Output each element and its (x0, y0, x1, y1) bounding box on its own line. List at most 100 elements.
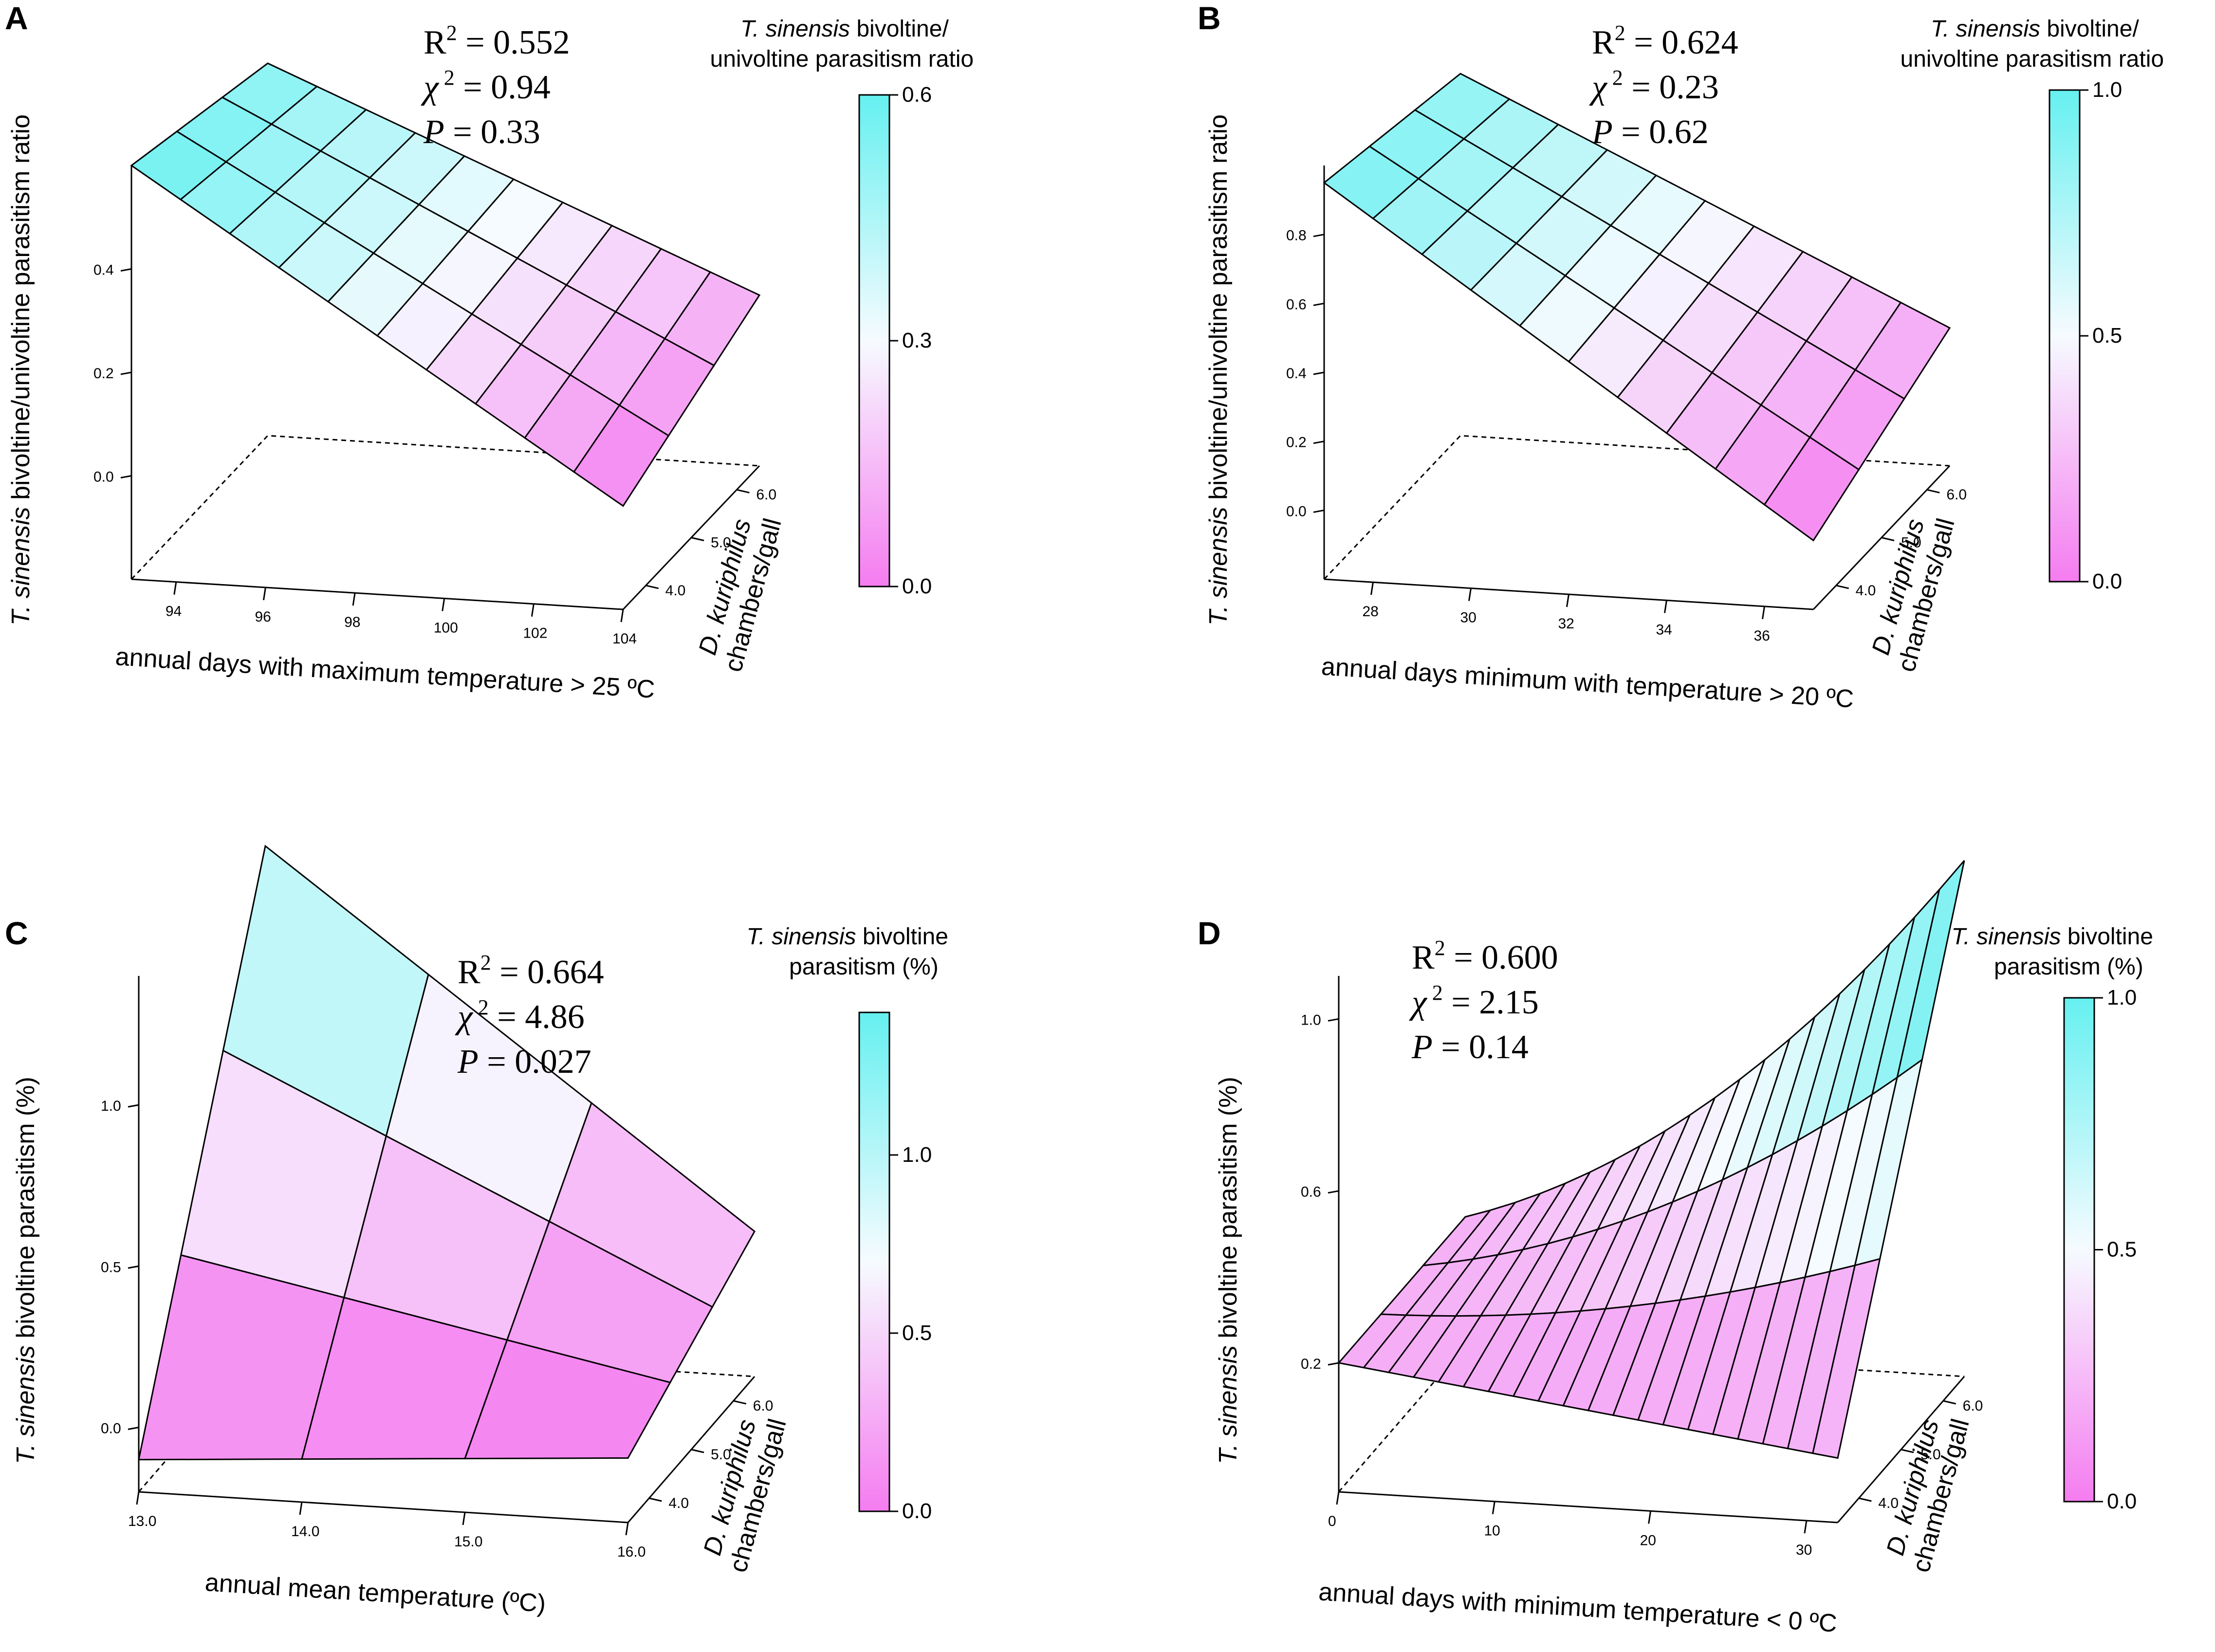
z-tick (1836, 585, 1849, 589)
z-tick-label: 5.0 (711, 1447, 731, 1463)
y-axis-label: T. sinensis bivoltine parasitism (%) (1214, 1077, 1242, 1464)
colorbar-tick-label: 1.0 (902, 1143, 932, 1167)
p-stat: P = 0.62 (1591, 113, 1709, 151)
x-tick-label: 100 (434, 620, 458, 636)
colorbar-tick-label: 0.0 (902, 574, 932, 598)
y-tick-label: 1.0 (101, 1098, 121, 1114)
z-tick (733, 1400, 747, 1405)
z-tick-label: 6.0 (1963, 1398, 1983, 1414)
surface (138, 844, 756, 1461)
x-tick (1492, 1501, 1495, 1514)
x-tick-label: 98 (344, 614, 360, 630)
z-tick-label: 6.0 (756, 487, 776, 503)
colorbar: 0.0 0.5 1.0 T. sinensis bivoltine/univoltin… (1901, 16, 2164, 593)
x-tick-label: 34 (1656, 622, 1672, 638)
floor-back-edge (1323, 435, 1950, 580)
y-tick-label: 0.2 (1286, 435, 1307, 451)
surface-facet (1763, 436, 1860, 542)
surface (1337, 860, 1965, 1459)
x-tick-label: 14.0 (291, 1524, 319, 1540)
colorbar-gradient (2049, 89, 2081, 583)
p-stat: P = 0.027 (457, 1043, 591, 1081)
z-tick (1901, 1449, 1914, 1453)
z-tick-label: 6.0 (1946, 487, 1967, 503)
y-tick-label: 0.0 (101, 1421, 121, 1437)
x-tick (625, 1522, 629, 1536)
y-tick (1328, 1362, 1339, 1366)
x-tick (531, 604, 535, 617)
y-tick (1313, 302, 1325, 306)
x-tick (352, 592, 356, 606)
x-axis-line (138, 1491, 628, 1524)
y-tick (120, 475, 132, 478)
p-stat: P = 0.33 (423, 113, 540, 151)
stats: R2 = 0.624 χ 2 = 0.23 P = 0.62 (1589, 21, 1738, 151)
y-tick-label: 0.4 (1286, 366, 1307, 382)
r2-stat: R2 = 0.552 (424, 21, 570, 61)
y-tick (128, 1265, 139, 1269)
colorbar: 0.0 0.5 1.0 T. sinensis bivoltine parasitism… (1952, 924, 2153, 1513)
z-tick (1926, 489, 1940, 494)
x-tick (442, 598, 445, 611)
y-tick (128, 1427, 139, 1430)
panel-a: A 0.0 0.2 0.4 94 96 98 100 102 104 4.0 5.0 6.0 R2 = 0… (5, 0, 974, 704)
x-tick-label: 96 (255, 609, 271, 625)
colorbar-title: univoltine parasitism ratio (1901, 46, 2164, 72)
surface (1323, 73, 1951, 542)
y-axis-label: T. sinensis bivoltine/univoltine parasit… (1204, 114, 1233, 625)
x-tick (136, 1491, 140, 1505)
colorbar-tick-label: 0.0 (2092, 569, 2122, 593)
stats: R2 = 0.552 χ 2 = 0.94 P = 0.33 (421, 21, 570, 151)
x-axis-line (1338, 1491, 1838, 1524)
panel-label: C (5, 915, 28, 951)
panel-c: C 0.0 0.5 1.0 13.0 14.0 15.0 16.0 4.0 5.0 6.0 R2 = … (5, 844, 948, 1618)
z-tick-label: 4.0 (665, 583, 686, 599)
x-tick-label: 94 (166, 604, 182, 620)
colorbar-tick-label: 0.3 (902, 329, 932, 352)
z-tick-label: 4.0 (668, 1495, 689, 1511)
y-tick (120, 268, 132, 272)
r2-stat: R2 = 0.664 (458, 951, 604, 991)
p-stat: P = 0.14 (1411, 1028, 1529, 1066)
z-tick (648, 1497, 662, 1502)
y-tick-label: 0.0 (1286, 503, 1307, 519)
x-tick (173, 582, 177, 595)
colorbar-title: univoltine parasitism ratio (710, 46, 974, 72)
x-tick (1468, 588, 1472, 601)
y-tick-label: 0.8 (1286, 228, 1307, 244)
x-tick-label: 32 (1558, 616, 1574, 632)
x-tick-label: 0 (1328, 1513, 1336, 1529)
x-tick-label: 36 (1754, 628, 1770, 644)
x-tick-label: 10 (1484, 1523, 1500, 1539)
x-tick (620, 609, 624, 623)
x-tick-label: 30 (1460, 610, 1477, 626)
r2-stat: R2 = 0.624 (1592, 21, 1738, 61)
z-tick (1943, 1400, 1957, 1405)
x-tick (262, 587, 266, 601)
x-tick (462, 1512, 466, 1525)
x-tick-label: 102 (523, 625, 547, 642)
colorbar-title: T. sinensis bivoltine/ (740, 16, 949, 42)
r2-stat: R2 = 0.600 (1412, 936, 1558, 976)
colorbar-tick-label: 0.5 (902, 1321, 932, 1345)
colorbar-title: T. sinensis bivoltine/ (1931, 16, 2139, 42)
x-axis-label: annual mean temperature (ºC) (204, 1568, 546, 1618)
x-tick (1336, 1491, 1340, 1505)
colorbar: 0.0 0.5 1.0 T. sinensis bivoltine parasitism… (747, 924, 948, 1523)
y-tick (1313, 441, 1325, 444)
x-axis-label: annual days with minimum temperature < 0… (1318, 1578, 1838, 1637)
y-tick (128, 1104, 139, 1108)
x-tick-label: 15.0 (454, 1534, 482, 1550)
z-tick-label: 5.0 (1901, 535, 1921, 551)
panel-label: A (5, 0, 28, 36)
y-tick (1313, 509, 1325, 513)
z-tick-label: 4.0 (1856, 583, 1876, 599)
y-tick (1328, 1018, 1339, 1022)
y-tick-label: 0.2 (93, 366, 114, 382)
y-tick-label: 0.6 (1301, 1184, 1321, 1200)
chi2-stat: χ 2 = 2.15 (1409, 981, 1539, 1021)
surface (130, 62, 761, 507)
